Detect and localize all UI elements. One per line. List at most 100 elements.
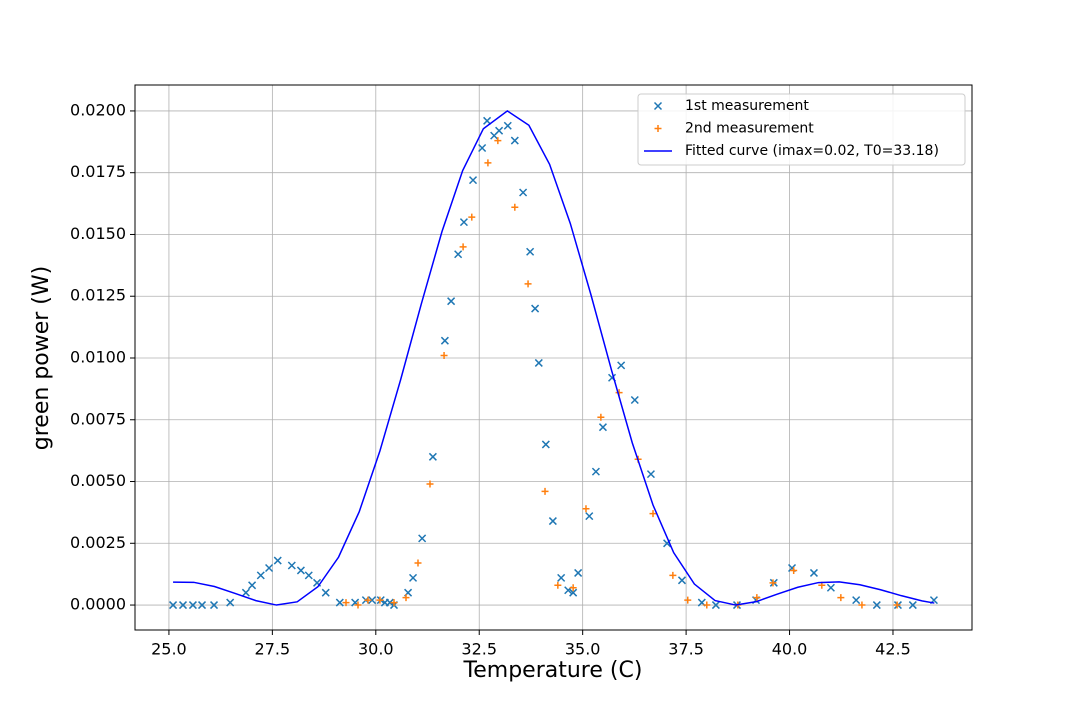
data-point [790,566,798,574]
data-point [769,579,777,587]
data-point [342,599,350,607]
data-point [414,559,422,567]
data-point [495,126,504,135]
data-point [241,588,250,597]
data-point [649,510,657,518]
data-point [852,596,861,605]
data-point [256,571,265,580]
data-point [426,480,434,488]
data-point [837,594,845,602]
data-point [598,423,607,432]
data-point [248,581,257,590]
data-point [468,213,476,221]
data-point [364,596,372,604]
data-point [541,440,550,449]
data-point [569,584,577,592]
data-point [335,598,344,607]
legend-label: 2nd measurement [685,121,814,137]
data-point [402,594,410,602]
x-tick-label: 35.0 [565,640,601,659]
data-point [809,568,818,577]
data-point [418,534,427,543]
data-point [617,361,626,370]
data-point [582,505,590,513]
data-point [531,304,540,313]
data-point [557,573,566,582]
data-point [524,280,532,288]
data-point [483,116,492,125]
plot-frame [134,84,973,631]
legend-label: Fitted curve (imax=0.02, T0=33.18) [685,143,939,159]
data-point [669,571,677,579]
data-point [376,596,384,604]
data-point [440,336,449,345]
data-point [354,601,362,609]
x-tick-label: 25.0 [151,640,187,659]
data-point [428,452,437,461]
data-point [541,487,549,495]
fitted-curve [173,110,935,606]
data-point [440,352,448,360]
legend: 1st measurement 2nd measurement Fitted cur… [637,93,966,166]
x-tick-label: 42.5 [875,640,911,659]
data-point [459,243,467,251]
data-point [484,159,492,167]
data-point [368,596,377,605]
data-point [287,561,296,570]
data-point [494,137,502,145]
data-point [574,568,583,577]
data-point [826,583,835,592]
y-tick-label: 0.0000 [70,595,126,614]
data-point [197,601,207,610]
x-tick-label: 32.5 [461,640,497,659]
data-point [684,596,692,604]
data-point [646,470,655,479]
y-tick-label: 0.0075 [70,409,126,428]
data-point [703,601,711,609]
data-point [304,571,313,580]
data-point [503,121,512,130]
data-point [569,588,578,597]
data-point [226,598,235,607]
data-point [534,358,543,367]
data-point [209,601,219,610]
data-point [273,556,282,565]
data-point [908,601,917,610]
data-point [677,576,686,585]
data-point [711,601,720,610]
data-point [872,601,881,610]
y-tick-label: 0.0025 [70,533,126,552]
data-point [390,599,398,607]
y-tick-label: 0.0175 [70,162,126,181]
data-point [597,413,605,421]
data-point [296,566,305,575]
y-tick-label: 0.0150 [70,224,126,243]
data-point [511,203,519,211]
data-point [753,594,761,602]
y-axis-label: green power (W) [29,266,54,450]
data-point [447,297,456,306]
data-point [478,143,487,153]
data-point [519,188,528,197]
legend-label: 1st measurement [685,98,809,114]
data-point [526,247,535,256]
data-point [591,467,600,476]
data-point [321,588,330,597]
data-point [409,573,418,582]
data-point [265,563,274,573]
data-point [169,601,178,610]
legend-box [637,93,966,166]
data-point [188,601,197,610]
legend-swatch [654,125,662,132]
data-point [510,136,519,145]
y-tick-label: 0.0200 [70,100,126,119]
y-tick-label: 0.0050 [70,471,126,490]
data-point [585,512,594,521]
y-tick-label: 0.0125 [70,286,126,305]
y-tick-label: 0.0100 [70,347,126,366]
data-point [893,601,901,609]
data-point [178,601,188,610]
data-point [548,517,557,526]
